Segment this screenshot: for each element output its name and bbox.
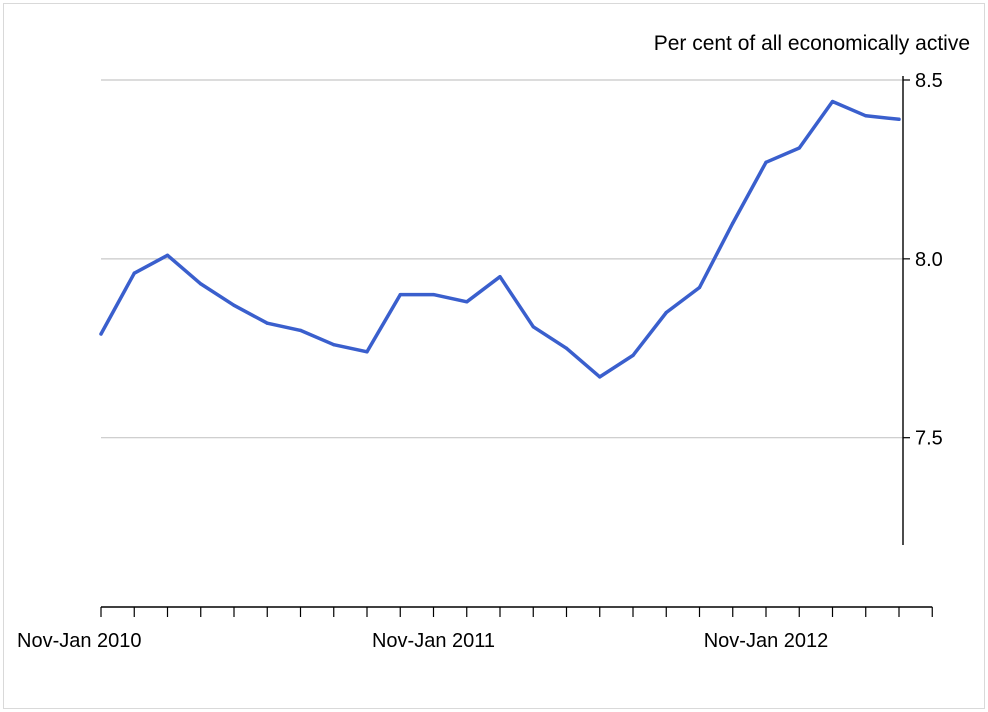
data-point xyxy=(731,221,735,225)
data-point xyxy=(298,328,303,332)
data-point xyxy=(199,282,203,286)
data-point xyxy=(797,146,801,150)
x-tick-label: Nov-Jan 2010 xyxy=(17,630,142,652)
chart-frame: 7.5 8.0 8.5 Nov-Jan 2010 Nov-Jan 2011 Nov-Ja… xyxy=(3,3,985,709)
y-tick-label: 7.5 xyxy=(915,428,943,450)
data-point xyxy=(697,285,702,290)
data-point xyxy=(232,303,236,307)
gridlines xyxy=(101,79,903,439)
y-tick-label: 8.0 xyxy=(915,249,943,271)
data-point xyxy=(398,293,402,297)
series-group xyxy=(99,99,901,379)
data-point xyxy=(564,346,569,350)
data-point xyxy=(531,325,535,329)
data-point xyxy=(465,300,469,304)
y-tick-label: 8.5 xyxy=(915,70,943,92)
data-point xyxy=(764,160,768,164)
data-point xyxy=(431,293,436,297)
series-line xyxy=(99,99,901,379)
data-point xyxy=(498,275,502,279)
data-point xyxy=(598,375,602,379)
data-point xyxy=(631,353,635,358)
data-point xyxy=(664,310,668,315)
data-point xyxy=(830,99,835,104)
data-point xyxy=(265,321,269,325)
data-point xyxy=(332,343,336,347)
y-axis: 7.5 8.0 8.5 xyxy=(902,70,943,545)
line-chart: 7.58.08.5 Nov-Jan 2010 Nov-Jan 2011 Nov-Ja… xyxy=(17,32,970,652)
x-tick-label: Nov-Jan 2011 xyxy=(372,630,495,652)
data-point xyxy=(165,253,170,257)
y-axis-label: Per cent of all economically active xyxy=(654,32,970,55)
x-axis: Nov-Jan 2010 Nov-Jan 2011 Nov-Jan 2012 xyxy=(17,606,933,652)
x-tick-label: Nov-Jan 2012 xyxy=(704,630,829,652)
data-point xyxy=(365,350,369,354)
data-point xyxy=(897,117,901,121)
data-point xyxy=(864,114,868,118)
data-point xyxy=(99,332,103,336)
data-point xyxy=(132,271,136,275)
